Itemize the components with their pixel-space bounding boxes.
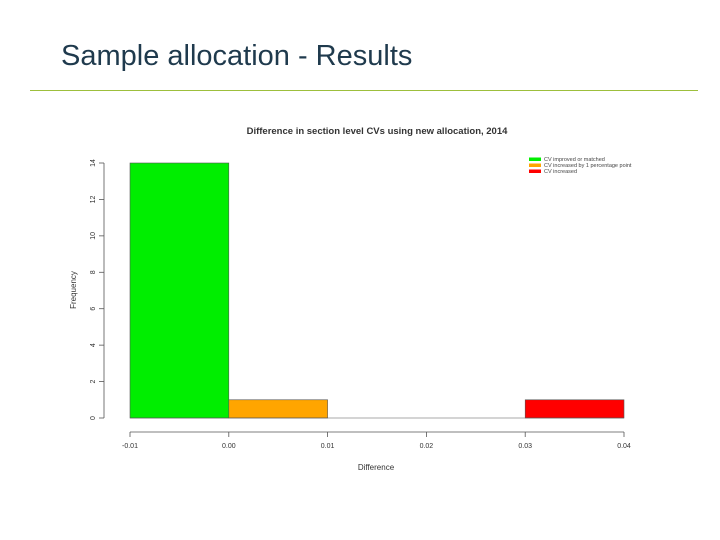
y-tick-label: 2 xyxy=(90,380,97,384)
x-tick-label: 0.01 xyxy=(321,443,335,450)
x-tick-label: 0.02 xyxy=(420,443,434,450)
y-tick-label: 6 xyxy=(90,307,97,311)
y-axis: 0 2 4 6 8 10 12 14 xyxy=(90,159,105,420)
legend-label: CV increased xyxy=(544,169,577,175)
title-divider xyxy=(30,90,698,91)
x-axis-label: Difference xyxy=(358,463,395,472)
y-tick-label: 8 xyxy=(90,270,97,274)
y-tick-label: 10 xyxy=(90,232,97,240)
legend-label: CV improved or matched xyxy=(544,157,605,163)
y-tick-label: 12 xyxy=(90,195,97,203)
histogram-bar-1 xyxy=(228,399,328,419)
y-tick-label: 14 xyxy=(90,159,97,167)
y-tick-label: 0 xyxy=(90,416,97,420)
x-axis: -0.01 0.00 0.01 0.02 0.03 0.04 xyxy=(122,431,631,450)
legend-label: CV increased by 1 percentage point xyxy=(544,163,632,169)
y-axis-label: Frequency xyxy=(69,271,78,309)
legend-swatch xyxy=(529,157,541,161)
x-tick-label: 0.04 xyxy=(617,443,631,450)
histogram-bar-4 xyxy=(524,399,625,419)
histogram-bar-0 xyxy=(129,162,230,419)
bars-group xyxy=(129,162,625,419)
x-tick-label: 0.00 xyxy=(222,443,236,450)
x-tick-label: 0.03 xyxy=(518,443,532,450)
legend-swatch xyxy=(529,169,541,173)
y-tick-label: 4 xyxy=(90,343,97,347)
slide-title: Sample allocation - Results xyxy=(61,40,413,72)
legend-swatch xyxy=(529,163,541,167)
chart-title: Difference in section level CVs using ne… xyxy=(247,126,509,137)
x-tick-label: -0.01 xyxy=(122,443,138,450)
